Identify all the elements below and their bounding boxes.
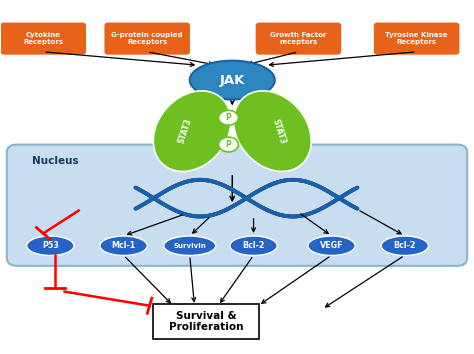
Ellipse shape <box>230 236 277 256</box>
Text: Survivin: Survivin <box>173 243 206 249</box>
Text: Mcl-1: Mcl-1 <box>111 241 136 250</box>
FancyBboxPatch shape <box>7 144 467 266</box>
Text: STAT3: STAT3 <box>177 118 194 145</box>
Text: Bcl-2: Bcl-2 <box>393 241 416 250</box>
Ellipse shape <box>381 236 428 256</box>
Ellipse shape <box>190 61 275 99</box>
FancyBboxPatch shape <box>104 23 190 55</box>
Ellipse shape <box>219 110 238 125</box>
Text: Cytokine
Receptors: Cytokine Receptors <box>23 32 64 45</box>
Ellipse shape <box>234 91 311 171</box>
FancyBboxPatch shape <box>153 304 259 339</box>
Text: Tyrosine Kinase
Receptors: Tyrosine Kinase Receptors <box>385 32 448 45</box>
Text: P: P <box>226 113 231 122</box>
Text: P53: P53 <box>42 241 59 250</box>
Text: Bcl-2: Bcl-2 <box>242 241 265 250</box>
FancyBboxPatch shape <box>255 23 341 55</box>
Text: STAT3: STAT3 <box>271 118 287 145</box>
Text: Growth Factor
receptors: Growth Factor receptors <box>270 32 327 45</box>
Ellipse shape <box>164 236 216 256</box>
Ellipse shape <box>27 236 74 256</box>
Ellipse shape <box>219 137 238 152</box>
Ellipse shape <box>153 91 231 171</box>
Text: VEGF: VEGF <box>320 241 343 250</box>
Ellipse shape <box>308 236 355 256</box>
Ellipse shape <box>100 236 147 256</box>
Text: Nucleus: Nucleus <box>32 156 79 166</box>
Text: G-protein coupled
Receptors: G-protein coupled Receptors <box>111 32 183 45</box>
FancyBboxPatch shape <box>0 23 86 55</box>
Text: JAK: JAK <box>219 74 245 86</box>
FancyBboxPatch shape <box>374 23 459 55</box>
Text: P: P <box>226 140 231 149</box>
Text: Survival &
Proliferation: Survival & Proliferation <box>169 311 244 332</box>
